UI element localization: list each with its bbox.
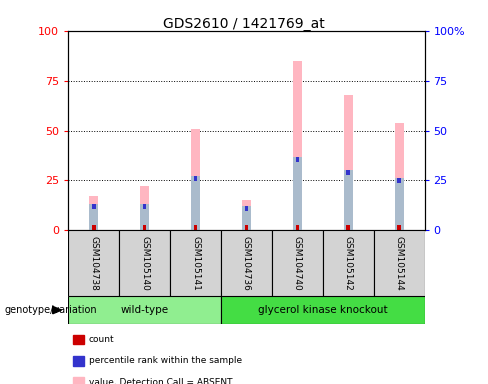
Text: genotype/variation: genotype/variation	[5, 305, 98, 315]
Text: count: count	[89, 335, 115, 344]
Bar	[194, 225, 197, 230]
Text: GSM104740: GSM104740	[293, 236, 302, 290]
Bar	[394, 179, 404, 230]
Bar	[68, 296, 221, 324]
Bar	[92, 225, 96, 230]
Bar	[394, 122, 404, 230]
Text: GSM104736: GSM104736	[242, 236, 251, 290]
Bar	[221, 296, 425, 324]
Bar	[344, 170, 353, 230]
Text: GSM105142: GSM105142	[344, 236, 353, 290]
Bar	[272, 230, 323, 296]
Bar	[89, 197, 99, 230]
Bar	[242, 200, 251, 230]
Bar	[140, 204, 149, 230]
Text: GSM105144: GSM105144	[395, 236, 404, 290]
Text: GSM104738: GSM104738	[89, 236, 98, 290]
Text: GDS2610 / 1421769_at: GDS2610 / 1421769_at	[163, 17, 325, 31]
Text: GSM105140: GSM105140	[140, 236, 149, 290]
Bar	[242, 207, 251, 230]
Bar	[296, 157, 299, 162]
Bar	[191, 177, 200, 230]
Bar	[296, 225, 299, 230]
Text: wild-type: wild-type	[121, 305, 169, 315]
Bar	[119, 230, 170, 296]
Bar	[143, 204, 146, 209]
Bar	[92, 204, 96, 209]
Bar	[244, 225, 248, 230]
Bar	[68, 230, 119, 296]
Bar	[194, 177, 197, 182]
Bar	[397, 225, 401, 230]
Text: glycerol kinase knockout: glycerol kinase knockout	[258, 305, 387, 315]
Bar	[143, 225, 146, 230]
Bar	[293, 157, 302, 230]
Bar	[221, 230, 272, 296]
Bar	[323, 230, 374, 296]
Bar	[346, 170, 350, 175]
Bar	[140, 187, 149, 230]
Bar	[344, 94, 353, 230]
Bar	[170, 230, 221, 296]
Bar	[346, 225, 350, 230]
Text: percentile rank within the sample: percentile rank within the sample	[89, 356, 242, 366]
Text: value, Detection Call = ABSENT: value, Detection Call = ABSENT	[89, 377, 232, 384]
Bar	[397, 179, 401, 184]
Text: GSM105141: GSM105141	[191, 236, 200, 290]
Bar	[191, 129, 200, 230]
Bar	[293, 61, 302, 230]
Bar	[89, 204, 99, 230]
Bar	[244, 207, 248, 212]
Bar	[374, 230, 425, 296]
